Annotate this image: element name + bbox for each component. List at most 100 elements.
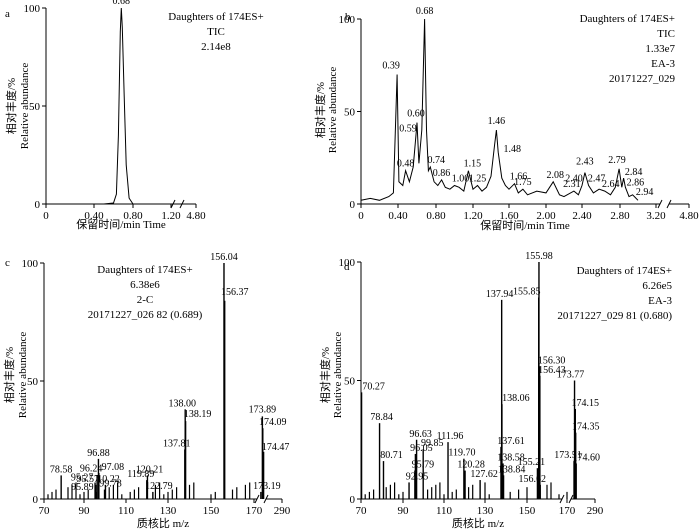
x-tick-label-d: 170: [559, 505, 576, 517]
axis-break-mark-d: [568, 494, 574, 504]
peak-label-b: 2.31: [563, 179, 581, 190]
peak-label-b: 2.79: [608, 155, 626, 166]
peak-label-b: 1.00: [452, 174, 470, 185]
peak-label-d: 138.84: [498, 464, 526, 475]
peak-label-d: 155.21: [518, 457, 546, 468]
x-tick-label-d: 90: [398, 505, 410, 517]
peak-label-c: 119.89: [127, 469, 154, 480]
y-tick-label-c: 50: [27, 376, 39, 388]
peak-label-b: 0.60: [407, 109, 425, 120]
peak-label-d: 138.06: [502, 393, 530, 404]
x-axis-label-a: 保留时间/min Time: [76, 217, 166, 231]
peak-label-b: 1.46: [488, 116, 506, 127]
x-tick-label-b: 0.80: [426, 210, 446, 222]
x-tick-label-d: 150: [519, 505, 536, 517]
peak-label-d: 96.05: [410, 443, 433, 454]
y-axis-label-en-c: Relative abundance: [17, 332, 29, 419]
peak-label-d: 137.94: [486, 289, 514, 300]
panel-letter-a: a: [5, 8, 10, 20]
peak-label-d: 119.70: [448, 448, 475, 459]
peak-label-d: 155.85: [513, 287, 541, 298]
title-line-d: 6.26e5: [642, 280, 672, 292]
x-tick-label-a: 4.80: [186, 210, 206, 222]
title-line-a: Daughters of 174ES+: [168, 11, 263, 23]
peak-label-b: 0.48: [397, 159, 415, 170]
peak-label-d: 120.28: [457, 460, 485, 471]
peak-label-b: 1.48: [503, 144, 521, 155]
peak-label-d: 174.60: [572, 452, 600, 463]
chromatogram-trace-b: [360, 18, 639, 201]
peak-label-c: 173.89: [249, 404, 277, 415]
peak-label-c: 156.37: [221, 287, 249, 298]
y-tick-label-d: 0: [350, 494, 356, 506]
peak-label-d: 95.79: [412, 460, 435, 471]
x-tick-label-b: 2.40: [572, 210, 592, 222]
y-tick-label-b: 0: [350, 199, 356, 211]
peak-label-a: 0.68: [113, 0, 131, 7]
x-tick-label-b: 1.20: [463, 210, 483, 222]
title-line-b: EA-3: [651, 58, 675, 70]
y-tick-label-c: 0: [33, 494, 39, 506]
y-tick-label-b: 100: [339, 14, 356, 26]
x-tick-label-d: 110: [436, 505, 453, 517]
x-tick-label-d: 70: [356, 505, 368, 517]
x-tick-label-b: 4.80: [679, 210, 699, 222]
title-line-c: 20171227_026 82 (0.689): [88, 309, 203, 321]
y-axis-label-cn-b: 相对丰度/%: [313, 82, 327, 138]
peak-label-b: 0.86: [433, 168, 451, 179]
y-axis-label-cn-d: 相对丰度/%: [318, 347, 332, 403]
peak-label-d: 173.77: [557, 370, 585, 381]
peak-label-d: 156.30: [538, 355, 566, 366]
title-line-c: 6.38e6: [130, 279, 160, 291]
peak-label-c: 173.19: [253, 481, 281, 492]
peak-label-c: 137.81: [163, 438, 191, 449]
title-line-c: 2-C: [137, 294, 154, 306]
peak-label-d: 137.61: [497, 436, 525, 447]
peak-label-d: 99.85: [421, 438, 444, 449]
x-tick-label-b: 2.80: [610, 210, 630, 222]
title-line-d: EA-3: [648, 295, 672, 307]
peak-label-c: 99.78: [99, 479, 122, 490]
peak-label-c: 10.22: [97, 474, 120, 485]
y-tick-label-c: 100: [22, 258, 39, 270]
y-tick-label-b: 50: [344, 107, 356, 119]
title-line-d: 20171227_029 81 (0.680): [557, 310, 672, 322]
peak-label-c: 174.47: [262, 442, 290, 453]
title-line-b: Daughters of 174ES+: [580, 13, 675, 25]
peak-label-d: 111.96: [437, 431, 464, 442]
peak-label-b: 2.43: [576, 157, 594, 168]
peak-label-c: 97.08: [102, 462, 125, 473]
peak-label-c: 96.24: [80, 463, 103, 474]
peak-label-b: 2.47: [588, 174, 606, 185]
peak-label-b: 1.75: [514, 177, 532, 188]
panel-letter-c: c: [5, 257, 10, 269]
peak-label-b: 2.64: [602, 179, 620, 190]
peak-label-b: 2.86: [627, 177, 645, 188]
x-tick-label-c: 70: [39, 505, 51, 517]
peak-label-d: 156.43: [538, 365, 566, 376]
peak-label-c: 78.58: [50, 464, 73, 475]
title-line-c: Daughters of 174ES+: [97, 264, 192, 276]
peak-label-d: 173.51: [554, 450, 582, 461]
peak-label-d: 80.71: [380, 450, 403, 461]
axis-break-mark-c: [254, 494, 260, 504]
peak-label-d: 138.58: [497, 452, 525, 463]
peak-label-d: 174.15: [572, 398, 600, 409]
peak-label-b: 2.84: [625, 167, 643, 178]
x-tick-label-a: 0.80: [123, 210, 143, 222]
x-tick-label-b: 2.00: [536, 210, 556, 222]
x-tick-label-b: 0: [358, 210, 364, 222]
data-layer: [46, 7, 639, 499]
y-tick-label-a: 50: [29, 101, 41, 113]
y-axis-label-cn-c: 相对丰度/%: [2, 347, 16, 403]
peak-label-b: 1.25: [469, 174, 487, 185]
x-tick-label-b: 0.40: [388, 210, 408, 222]
x-tick-label-d: 290: [587, 505, 604, 517]
peak-label-c: 95.27: [71, 472, 94, 483]
panel-letter-d: d: [344, 261, 350, 273]
x-axis-label-b: 保留时间/min Time: [480, 218, 570, 232]
y-axis-label-en-a: Relative abundance: [19, 63, 31, 150]
axis-break-mark-c: [263, 494, 269, 504]
peak-label-b: 0.39: [382, 61, 400, 72]
